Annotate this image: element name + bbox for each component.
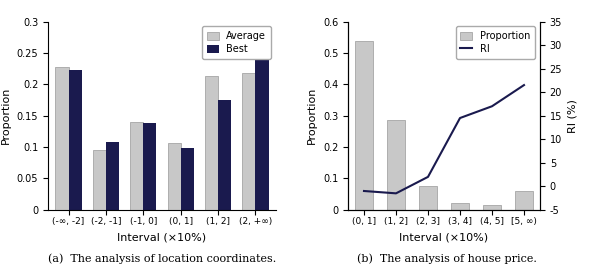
Bar [68,70,82,210]
Y-axis label: Proportion: Proportion [1,87,11,144]
Bar [242,73,256,210]
Y-axis label: RI (%): RI (%) [568,99,578,133]
Bar [106,142,119,210]
Bar [181,148,194,210]
Legend: Proportion, RI: Proportion, RI [455,26,535,59]
Bar [451,203,469,210]
Bar [419,186,437,210]
Bar [143,123,157,210]
Text: (b)  The analysis of house price.: (b) The analysis of house price. [357,253,537,264]
Bar [256,48,269,210]
Legend: Average, Best: Average, Best [202,26,271,59]
X-axis label: Interval (×10%): Interval (×10%) [400,232,488,242]
Bar [387,120,405,210]
Bar [93,150,106,210]
Bar [218,100,231,210]
Y-axis label: Proportion: Proportion [307,87,317,144]
Bar [130,122,143,210]
Bar [55,67,68,210]
X-axis label: Interval (×10%): Interval (×10%) [118,232,206,242]
Bar [355,41,373,210]
Bar [515,191,533,210]
Text: (a)  The analysis of location coordinates.: (a) The analysis of location coordinates… [48,253,276,264]
Bar [483,205,501,210]
Bar [167,143,181,210]
Bar [205,76,218,210]
